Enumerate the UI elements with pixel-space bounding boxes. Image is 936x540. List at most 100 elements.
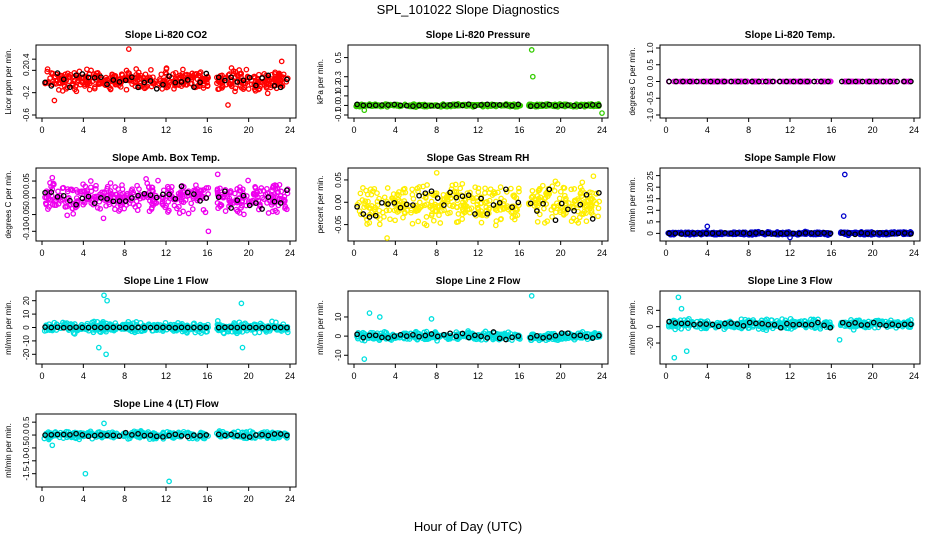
data-point: [799, 230, 806, 236]
y-tick-label: 15: [646, 194, 655, 203]
data-point: [735, 78, 742, 85]
data-point: [434, 195, 441, 201]
data-point: [858, 322, 865, 328]
panel-title: Slope Li-820 Temp.: [745, 30, 836, 41]
data-point: [678, 320, 685, 327]
data-point: [80, 201, 87, 208]
data-point: [232, 68, 239, 75]
x-tick-label: 16: [826, 125, 836, 135]
data-point: [571, 198, 578, 205]
x-tick-label: 16: [514, 371, 524, 381]
data-point: [419, 101, 426, 108]
data-point: [178, 79, 185, 85]
data-point: [360, 334, 367, 341]
data-point: [486, 197, 493, 204]
data-point: [217, 80, 224, 86]
panel-title: Slope Line 4 (LT) Flow: [113, 399, 219, 410]
outlier-point: [361, 356, 368, 362]
y-tick-label: 10: [334, 312, 343, 321]
outlier-point: [836, 336, 843, 343]
data-point: [214, 318, 221, 324]
data-point: [147, 192, 154, 198]
data-point: [222, 324, 228, 331]
data-point: [503, 102, 509, 108]
data-point: [79, 195, 86, 202]
data-point: [354, 331, 360, 338]
data-point: [535, 187, 542, 194]
data-point: [245, 177, 251, 184]
data-point: [527, 334, 534, 341]
data-point: [745, 325, 752, 331]
data-point: [376, 221, 383, 228]
data-point: [73, 430, 79, 437]
data-point: [107, 180, 114, 186]
figure-title: SPL_101022 Slope Diagnostics: [377, 2, 560, 17]
data-point: [366, 332, 373, 339]
data-point: [277, 324, 284, 331]
data-point: [691, 230, 697, 237]
data-point: [178, 183, 185, 190]
data-point: [516, 188, 522, 195]
data-point: [703, 321, 710, 327]
data-point: [516, 202, 522, 209]
data-point: [894, 78, 900, 85]
y-tick-label: -10: [22, 335, 31, 347]
data-point: [577, 332, 584, 339]
data-point: [91, 432, 98, 439]
data-point: [428, 331, 435, 337]
data-point: [44, 66, 51, 72]
data-point: [870, 319, 877, 326]
data-point: [552, 102, 559, 109]
y-tick-label: -1.0: [22, 453, 31, 467]
data-point: [403, 333, 410, 339]
data-point: [184, 77, 191, 83]
data-point: [437, 220, 444, 226]
data-point: [873, 78, 880, 85]
data-point: [258, 185, 265, 191]
data-point: [216, 86, 223, 92]
data-point: [589, 216, 596, 222]
data-point: [222, 432, 228, 439]
data-point: [565, 200, 572, 206]
x-tick-label: 4: [393, 248, 398, 258]
data-point: [465, 101, 472, 108]
data-point: [214, 186, 221, 193]
data-point: [827, 230, 834, 237]
data-point: [160, 328, 166, 334]
data-point: [259, 206, 265, 212]
data-point: [194, 435, 200, 442]
y-tick-label: 0.05: [22, 173, 31, 189]
series-all: [665, 171, 914, 241]
data-point: [116, 433, 123, 439]
data-point: [490, 202, 497, 208]
data-point: [568, 186, 575, 193]
data-point: [86, 86, 93, 93]
outlier-point: [238, 300, 245, 307]
data-point: [479, 212, 486, 219]
outlier-point: [166, 478, 172, 485]
outlier-point: [787, 234, 793, 241]
data-point: [512, 213, 519, 219]
y-axis-label: degrees C per min.: [628, 47, 637, 115]
data-point: [367, 186, 374, 193]
y-tick-label: -20: [22, 348, 31, 360]
data-point: [84, 81, 91, 87]
data-point: [72, 83, 79, 90]
data-point: [272, 186, 279, 192]
panel-title: Slope Line 1 Flow: [124, 276, 209, 287]
data-point: [166, 73, 172, 80]
data-point: [494, 207, 500, 214]
x-tick-label: 24: [909, 248, 919, 258]
data-point: [198, 193, 205, 199]
data-point: [92, 186, 99, 192]
data-point: [64, 186, 71, 192]
data-point: [284, 187, 290, 194]
data-point: [768, 317, 775, 323]
data-point: [160, 202, 166, 208]
data-point: [577, 184, 584, 191]
y-tick-label: -0.10: [22, 222, 31, 241]
y-tick-label: -0.5: [646, 91, 655, 105]
data-point: [110, 432, 117, 439]
